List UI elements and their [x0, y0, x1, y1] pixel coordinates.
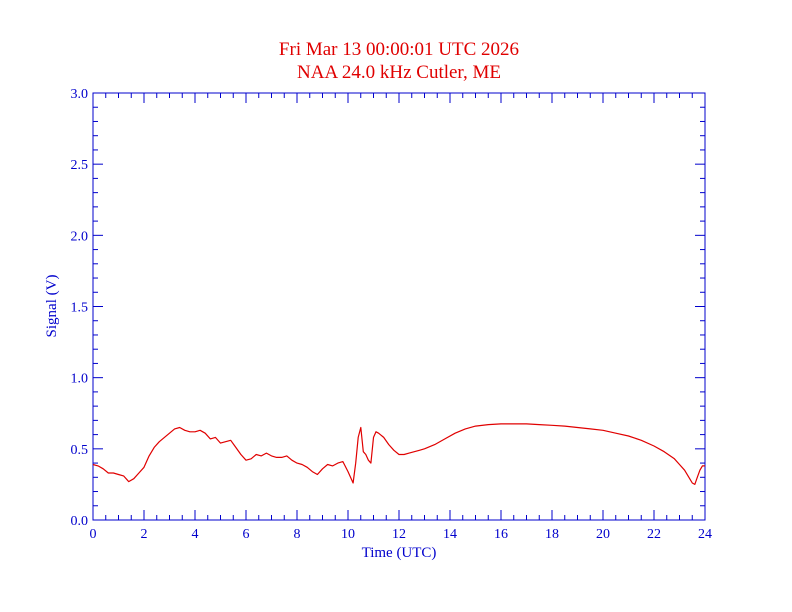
- y-tick-label: 2.0: [71, 229, 89, 244]
- x-tick-label: 0: [90, 527, 97, 542]
- x-tick-label: 22: [647, 527, 661, 542]
- chart-title: Fri Mar 13 00:00:01 UTC 2026: [279, 39, 519, 60]
- x-axis-tick-labels: 0 2 4 6 8 10 12 14 16 18 20 22 24: [90, 527, 713, 542]
- x-tick-label: 12: [392, 527, 406, 542]
- y-tick-label: 1.0: [71, 372, 89, 387]
- x-tick-label: 14: [443, 527, 457, 542]
- y-axis-label: Signal (V): [44, 275, 60, 338]
- x-axis-label: Time (UTC): [362, 545, 437, 561]
- y-axis-tick-labels: 0.0 0.5 1.0 1.5 2.0 2.5 3.0: [71, 87, 89, 529]
- plot-frame: [92, 92, 706, 521]
- x-tick-label: 24: [698, 527, 712, 542]
- x-tick-label: 2: [141, 527, 148, 542]
- y-axis-ticks: [93, 92, 705, 521]
- x-tick-label: 6: [243, 527, 250, 542]
- y-tick-label: 1.5: [71, 301, 89, 316]
- x-tick-label: 20: [596, 527, 610, 542]
- x-tick-label: 18: [545, 527, 559, 542]
- x-tick-label: 10: [341, 527, 355, 542]
- x-tick-label: 8: [294, 527, 301, 542]
- y-tick-label: 0.5: [71, 443, 89, 458]
- x-tick-label: 16: [494, 527, 508, 542]
- y-tick-label: 2.5: [71, 158, 89, 173]
- y-tick-label: 3.0: [71, 87, 89, 102]
- signal-series-line: [92, 423, 705, 485]
- x-tick-label: 4: [192, 527, 199, 542]
- chart-subtitle: NAA 24.0 kHz Cutler, ME: [297, 62, 501, 83]
- y-tick-label: 0.0: [71, 514, 89, 529]
- x-axis-ticks: [92, 93, 706, 520]
